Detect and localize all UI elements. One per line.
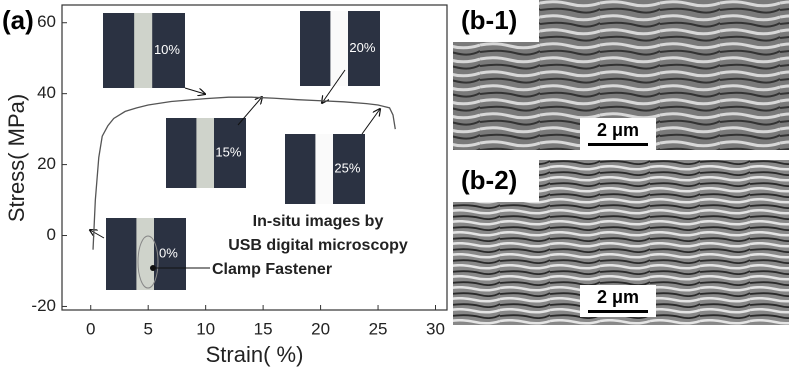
scale-label: 2 μm [597,287,639,307]
arrow [237,97,262,126]
panel-label-box [453,0,539,42]
y-tick-label: 40 [37,83,56,102]
x-tick-label: 15 [254,319,273,338]
annotation: USB digital microscopy [228,237,408,254]
inset-strip [136,218,154,290]
y-tick-label: 20 [37,154,56,173]
arrow [90,230,105,239]
annotation: In-situ images by [253,213,384,230]
inset-strip [330,11,348,86]
panel-label: (b-2) [461,165,517,195]
x-tick-label: 30 [426,319,445,338]
panel-label-box [453,160,539,202]
clamp-outline [137,235,159,289]
x-axis-label: Strain( %) [206,342,304,367]
x-tick-label: 25 [369,319,388,338]
x-tick-label: 10 [196,319,215,338]
x-tick-label: 20 [311,319,330,338]
y-axis-label: Stress( MPa) [4,94,29,222]
inset-strip [315,134,333,204]
inset-label: 20% [349,40,375,55]
plot-frame [61,4,448,311]
annotation: Clamp Fastener [212,261,332,278]
x-tick-label: 0 [86,319,95,338]
y-tick-label: 0 [47,225,56,244]
panel-label: (a) [2,5,34,35]
y-tick-label: -20 [31,296,56,315]
scale-bar [588,310,648,313]
y-tick-label: 60 [37,12,56,31]
scale-bar [588,143,648,146]
arrow [322,69,346,103]
stress-strain-curve [92,96,396,250]
arrow [361,109,380,135]
scale-label: 2 μm [597,120,639,140]
x-tick-label: 5 [143,319,152,338]
inset-label: 0% [159,245,178,260]
inset-label: 25% [334,160,360,175]
panel-label: (b-1) [461,5,517,35]
inset-strip [134,13,153,88]
inset-strip [196,118,214,188]
inset-label: 10% [154,42,180,57]
arrow [184,87,205,94]
inset-label: 15% [215,144,241,159]
